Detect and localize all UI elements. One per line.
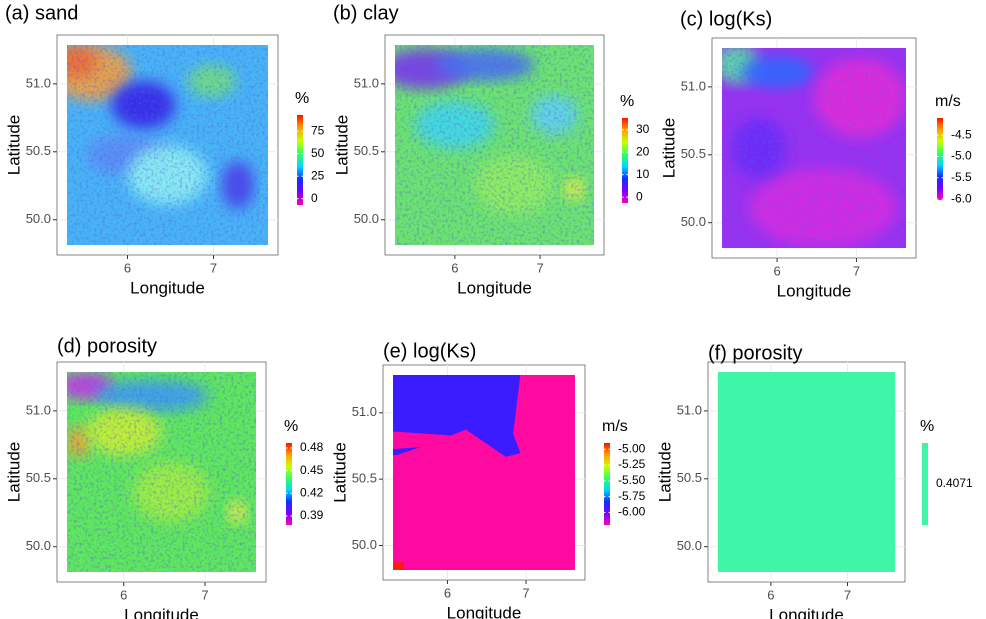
colorbar-label: 50 bbox=[311, 146, 325, 160]
colorbar-label: 0.45 bbox=[300, 463, 324, 477]
raster bbox=[718, 372, 895, 572]
y-tick-label: 50.0 bbox=[352, 537, 377, 552]
colorbar-label: 75 bbox=[311, 123, 325, 137]
colorbar-label: 10 bbox=[636, 167, 650, 181]
y-tick-label: 50.0 bbox=[26, 538, 51, 553]
panel-title: (c) log(Ks) bbox=[680, 8, 772, 30]
x-axis-title: Longitude bbox=[124, 605, 199, 619]
legend-title: % bbox=[920, 418, 934, 435]
x-tick-label: 7 bbox=[536, 260, 543, 275]
colorbar-label: -4.5 bbox=[951, 127, 972, 141]
legend-title: % bbox=[620, 93, 634, 110]
x-tick-label: 6 bbox=[444, 585, 451, 600]
x-tick-label: 7 bbox=[522, 585, 529, 600]
colorbar-label: 0 bbox=[311, 191, 318, 205]
colorbar-label: 0.48 bbox=[300, 440, 324, 454]
raster bbox=[722, 48, 906, 248]
raster-region bbox=[393, 447, 421, 455]
y-tick-label: 51.0 bbox=[354, 75, 379, 90]
y-tick-label: 50.0 bbox=[354, 211, 379, 226]
legend-title: m/s bbox=[935, 93, 961, 110]
x-tick-label: 6 bbox=[773, 263, 780, 278]
y-tick-label: 50.5 bbox=[352, 471, 377, 486]
y-tick-label: 50.5 bbox=[677, 470, 702, 485]
panel-title: (e) log(Ks) bbox=[383, 340, 476, 362]
y-tick-label: 51.0 bbox=[26, 75, 51, 90]
colorbar-label: 25 bbox=[311, 168, 325, 182]
colorbar-label: 30 bbox=[636, 122, 650, 136]
y-tick-label: 50.5 bbox=[26, 143, 51, 158]
colorbar-label: -5.00 bbox=[618, 441, 646, 455]
legend-title: % bbox=[284, 418, 298, 435]
legend-title: m/s bbox=[602, 418, 628, 435]
panel-title: (d) porosity bbox=[57, 335, 157, 357]
colorbar bbox=[604, 443, 610, 525]
colorbar-label: -5.25 bbox=[618, 457, 646, 471]
x-tick-label: 7 bbox=[844, 587, 851, 602]
raster bbox=[393, 375, 575, 570]
raster bbox=[67, 372, 256, 572]
colorbar bbox=[622, 118, 628, 203]
x-axis-title: Longitude bbox=[769, 605, 844, 619]
panel-title: (b) clay bbox=[333, 2, 399, 24]
colorbar bbox=[297, 115, 303, 205]
colorbar-label: 0.39 bbox=[300, 508, 324, 522]
panel-title: (a) sand bbox=[5, 2, 78, 24]
y-axis-title: Latitude bbox=[332, 115, 351, 176]
x-axis-title: Longitude bbox=[777, 281, 852, 300]
raster-texture bbox=[722, 48, 906, 248]
colorbar-label: 20 bbox=[636, 144, 650, 158]
y-tick-label: 51.0 bbox=[677, 402, 702, 417]
colorbar-label: -5.0 bbox=[951, 149, 972, 163]
y-axis-title: Latitude bbox=[4, 115, 23, 176]
legend-title: % bbox=[295, 90, 309, 107]
x-tick-label: 6 bbox=[451, 260, 458, 275]
raster-texture bbox=[395, 45, 594, 245]
colorbar-label: 0 bbox=[636, 189, 643, 203]
y-tick-label: 50.5 bbox=[26, 470, 51, 485]
x-tick-label: 6 bbox=[120, 587, 127, 602]
colorbar-label: -6.0 bbox=[951, 191, 972, 205]
colorbar-label: -6.00 bbox=[618, 505, 646, 519]
colorbar-label: 0.4071 bbox=[936, 476, 973, 490]
colorbar-label: -5.75 bbox=[618, 489, 646, 503]
x-tick-label: 6 bbox=[767, 587, 774, 602]
raster-region bbox=[393, 562, 404, 570]
raster bbox=[395, 45, 594, 245]
y-tick-label: 50.5 bbox=[681, 146, 706, 161]
y-axis-title: Latitude bbox=[655, 442, 674, 503]
x-tick-label: 7 bbox=[853, 263, 860, 278]
colorbar bbox=[286, 443, 292, 525]
raster-region bbox=[393, 375, 521, 457]
x-tick-label: 7 bbox=[210, 260, 217, 275]
y-axis-title: Latitude bbox=[659, 118, 678, 179]
raster bbox=[67, 45, 268, 245]
y-tick-label: 50.0 bbox=[681, 214, 706, 229]
x-tick-label: 7 bbox=[201, 587, 208, 602]
raster-texture bbox=[67, 372, 256, 572]
y-tick-label: 50.0 bbox=[677, 538, 702, 553]
colorbar bbox=[922, 443, 928, 525]
y-axis-title: Latitude bbox=[4, 442, 23, 503]
x-axis-title: Longitude bbox=[457, 278, 532, 297]
colorbar bbox=[937, 118, 943, 200]
colorbar-label: 0.42 bbox=[300, 485, 324, 499]
y-tick-label: 50.5 bbox=[354, 143, 379, 158]
y-tick-label: 50.0 bbox=[26, 211, 51, 226]
y-tick-label: 51.0 bbox=[681, 78, 706, 93]
y-tick-label: 51.0 bbox=[352, 404, 377, 419]
x-axis-title: Longitude bbox=[130, 278, 205, 297]
colorbar-label: -5.50 bbox=[618, 473, 646, 487]
y-axis-title: Latitude bbox=[330, 442, 349, 503]
raster-texture bbox=[67, 45, 268, 245]
colorbar-label: -5.5 bbox=[951, 170, 972, 184]
x-tick-label: 6 bbox=[124, 260, 131, 275]
panel-title: (f) porosity bbox=[708, 342, 802, 364]
raster-base bbox=[718, 372, 895, 572]
y-tick-label: 51.0 bbox=[26, 402, 51, 417]
x-axis-title: Longitude bbox=[447, 603, 522, 619]
